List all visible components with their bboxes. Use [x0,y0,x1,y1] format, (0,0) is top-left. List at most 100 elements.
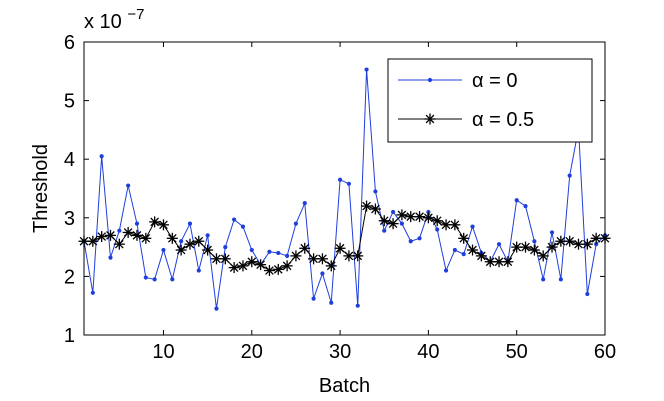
series-2-point [449,219,461,231]
series-2-point [361,200,373,212]
series-1-point [364,67,369,72]
series-2-point [475,250,487,262]
series-1-point [496,242,502,247]
legend-marker [424,113,436,125]
series-1-point [382,228,387,233]
series-2-point [193,235,205,247]
series-2-point [387,218,399,230]
asterisk-stroke [538,251,548,261]
asterisk-stroke [379,216,389,226]
asterisk-stroke [521,242,530,252]
series-1-point [470,224,475,229]
series-2-point [590,232,602,244]
series-1-point [399,221,404,226]
series-2-point [352,250,364,262]
asterisk-stroke [132,231,142,240]
series-1-point [196,268,201,273]
x-axis-ticks: 10 20 30 40 50 60 [152,42,616,363]
asterisk-stroke [282,261,292,271]
x-tick-label: 60 [594,341,616,363]
series-2-point [520,241,532,253]
asterisk-stroke [547,242,557,252]
asterisk-stroke [97,232,107,241]
series-2-point [378,215,390,227]
legend-entries: α = 0 α = 0.5 [398,70,534,131]
series-1-point [126,183,131,188]
legend-entry-1: α = 0 [398,70,517,92]
series-2-point [272,263,284,275]
series-1-point [567,173,572,178]
x-tick-label: 40 [417,341,439,363]
series-2-point [537,250,549,262]
asterisk-stroke [238,261,248,271]
asterisk-stroke [167,233,177,243]
series-1-point [161,247,166,253]
series-1-point [532,239,537,244]
series-2-point [166,232,178,244]
series-2-point [414,211,426,223]
series-1-point [435,227,440,232]
series-1-point [417,236,422,241]
series-1-point [461,252,466,257]
series-1-point [443,268,449,273]
asterisk-stroke [176,245,186,255]
y-scale-base: x 10 [84,11,122,33]
asterisk-stroke [326,261,336,271]
series-2-point [458,232,470,244]
asterisk-stroke [591,233,601,243]
series-2-point [316,253,328,265]
series-2-point [467,244,479,256]
asterisk-stroke [565,236,575,246]
series-2-point [502,256,514,268]
asterisk-stroke [582,239,592,249]
series-2-point [290,250,302,262]
asterisk-stroke [247,257,257,267]
asterisk-stroke [530,245,539,255]
asterisk-stroke [574,239,583,249]
asterisk-stroke [300,243,310,253]
asterisk-stroke [265,266,274,275]
series-1-point [179,239,184,244]
asterisk-stroke [503,257,513,267]
series-2-point [246,256,258,268]
series-2-point [175,244,187,256]
asterisk-stroke [229,263,239,272]
asterisk-stroke [318,254,327,264]
series-2-point [431,215,443,227]
x-axis-label: Batch [319,375,370,397]
series-2-point [140,232,152,244]
series-1-point [514,198,519,203]
legend: α = 0 α = 0.5 [387,58,593,143]
asterisk-stroke [203,245,212,255]
asterisk-stroke [477,251,486,261]
asterisk-stroke [494,257,504,267]
asterisk-stroke [441,220,451,230]
y-tick-label: 3 [64,208,75,230]
asterisk-stroke [150,217,159,227]
asterisk-stroke [220,254,230,264]
series-1-point [373,189,378,194]
series-1-point [134,221,140,226]
series-1-point [390,209,396,215]
x-tick-label: 50 [506,341,528,363]
series-2-point [528,244,540,256]
legend-entry-2: α = 0.5 [398,109,534,131]
series-1-point [355,303,360,308]
y-scale-label: x 10 −7 [84,6,144,33]
y-tick-label: 4 [64,149,75,171]
series-1-point [293,221,299,226]
series-2-point [202,244,214,256]
series-1-point [223,245,228,250]
series-layer [78,67,611,311]
series-2-point [325,260,337,272]
asterisk-stroke [371,204,380,214]
asterisk-stroke [185,239,195,249]
series-2-point [299,242,311,254]
series-1-point [143,275,148,280]
x-tick-label: 20 [241,341,263,363]
series-1-point [329,300,334,305]
asterisk-stroke [406,212,416,221]
series-2-point [396,209,408,221]
series-1-point [558,277,563,282]
series-1-point [240,224,246,229]
